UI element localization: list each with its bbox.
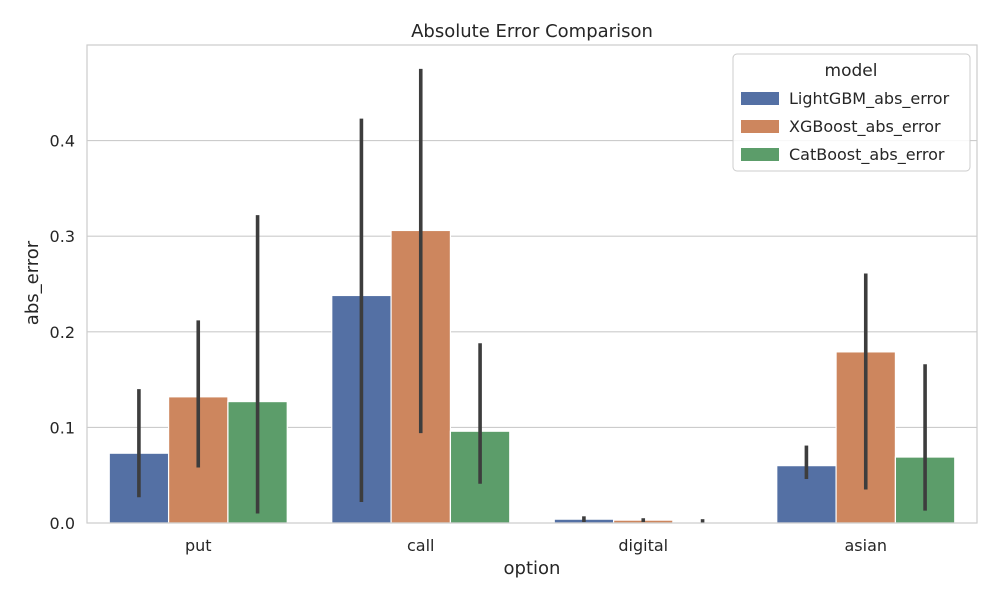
y-tick-label: 0.4 <box>50 132 75 151</box>
error-bars <box>137 68 927 523</box>
legend-swatch <box>741 148 779 161</box>
x-tick-label: asian <box>844 536 887 555</box>
legend-label: LightGBM_abs_error <box>789 89 950 109</box>
legend-label: XGBoost_abs_error <box>789 117 941 137</box>
x-tick-label: put <box>185 536 212 555</box>
y-tick-label: 0.3 <box>50 227 75 246</box>
tick-labels: 0.0 0.1 0.2 0.3 0.4 put call digital asian <box>50 132 887 555</box>
y-tick-label: 0.1 <box>50 418 75 437</box>
x-tick-label: call <box>407 536 435 555</box>
y-tick-label: 0.2 <box>50 323 75 342</box>
legend-box <box>732 53 971 172</box>
legend-swatch <box>741 92 779 105</box>
legend: model LightGBM_abs_error XGBoost_abs_erro… <box>732 53 971 172</box>
legend-label: CatBoost_abs_error <box>789 145 945 165</box>
chart-title: Absolute Error Comparison <box>411 21 653 42</box>
legend-title: model <box>825 61 878 81</box>
x-axis-label: option <box>504 558 561 579</box>
x-tick-label: digital <box>618 536 668 555</box>
legend-swatch <box>741 120 779 133</box>
bars <box>108 229 956 524</box>
y-axis-label: abs_error <box>22 240 43 325</box>
y-tick-label: 0.0 <box>50 514 75 533</box>
plot-frame <box>86 44 978 524</box>
